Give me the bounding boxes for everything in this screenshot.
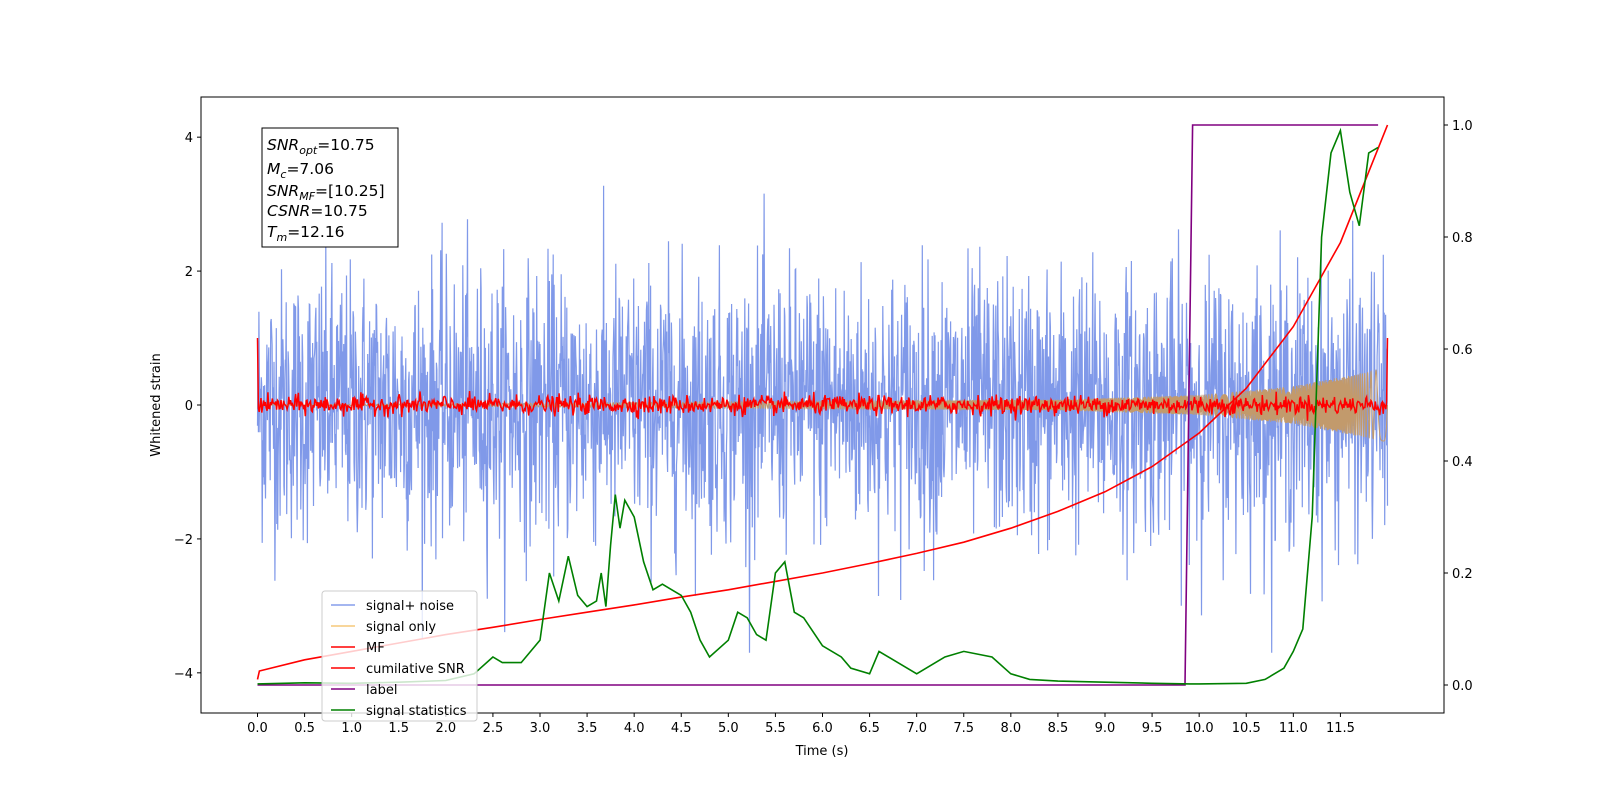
x-tick-label: 4.5 xyxy=(671,721,692,736)
x-tick-label: 5.5 xyxy=(765,721,786,736)
x-tick-label: 6.5 xyxy=(859,721,880,736)
y2-tick-label: 0.6 xyxy=(1452,343,1473,358)
y-axis-label: Whitened strain xyxy=(149,353,164,456)
series-mf xyxy=(256,337,1389,421)
y2-tick-label: 0.0 xyxy=(1452,679,1473,694)
x-tick-label: 11.0 xyxy=(1279,721,1308,736)
x-tick-label: 0.0 xyxy=(247,721,268,736)
y2-tick-label: 0.2 xyxy=(1452,567,1473,582)
y2-tick-label: 0.4 xyxy=(1452,455,1473,470)
info-snr-mf: SNRMF=[10.25] xyxy=(267,182,385,203)
x-tick-label: 3.5 xyxy=(577,721,598,736)
y-tick-label: −2 xyxy=(174,533,193,548)
x-tick-label: 5.0 xyxy=(718,721,739,736)
x-tick-label: 3.0 xyxy=(530,721,551,736)
info-snr-opt: SNRopt=10.75 xyxy=(267,136,375,157)
x-tick-label: 9.5 xyxy=(1142,721,1163,736)
legend-label: signal only xyxy=(366,620,436,635)
x-tick-label: 4.0 xyxy=(624,721,645,736)
legend-label: MF xyxy=(366,641,385,656)
legend-label: signal statistics xyxy=(366,704,467,719)
x-tick-label: 8.0 xyxy=(1000,721,1021,736)
x-tick-label: 7.0 xyxy=(906,721,927,736)
info-tm: Tm=12.16 xyxy=(267,223,345,244)
ticks-layer: 0.0 0.5 1.0 1.5 2.0 2.5 3.0 3.5 4.0 4.5 5.0 5.5 6.0 6… xyxy=(174,119,1473,736)
x-tick-label: 9.0 xyxy=(1095,721,1116,736)
legend-label: signal+ noise xyxy=(366,599,454,614)
x-tick-label: 1.0 xyxy=(341,721,362,736)
legend-frame xyxy=(321,590,478,722)
info-box: SNRopt=10.75 Mc=7.06 SNRMF=[10.25] CSNR=… xyxy=(261,127,399,248)
series-label xyxy=(257,124,1379,686)
x-tick-label: 2.5 xyxy=(483,721,504,736)
legend-label: label xyxy=(366,683,397,698)
y2-tick-label: 1.0 xyxy=(1452,119,1473,134)
y-tick-label: 4 xyxy=(185,131,193,146)
x-tick-label: 8.5 xyxy=(1048,721,1069,736)
info-box-frame xyxy=(261,127,399,248)
info-csnr: CSNR=10.75 xyxy=(267,202,368,220)
x-tick-label: 2.0 xyxy=(435,721,456,736)
y-tick-label: 0 xyxy=(185,399,193,414)
x-tick-label: 10.5 xyxy=(1232,721,1261,736)
x-axis-label: Time (s) xyxy=(795,744,849,759)
series-signal-noise xyxy=(256,185,1389,653)
y-tick-label: −4 xyxy=(174,667,193,682)
x-tick-label: 0.5 xyxy=(294,721,315,736)
x-tick-label: 7.5 xyxy=(953,721,974,736)
info-mc: Mc=7.06 xyxy=(267,160,334,181)
x-tick-label: 10.0 xyxy=(1185,721,1214,736)
series-signal-statistics xyxy=(257,127,1379,685)
legend-label: cumilative SNR xyxy=(366,662,465,677)
legend-entries: signal+ noise signal only MF cumilative SNR… xyxy=(331,599,467,719)
y2-tick-label: 0.8 xyxy=(1452,231,1473,246)
y-tick-label: 2 xyxy=(185,265,193,280)
x-tick-label: 1.5 xyxy=(388,721,409,736)
x-tick-label: 11.5 xyxy=(1326,721,1355,736)
legend: signal+ noise signal only MF cumilative SNR… xyxy=(321,590,478,722)
x-tick-label: 6.0 xyxy=(812,721,833,736)
